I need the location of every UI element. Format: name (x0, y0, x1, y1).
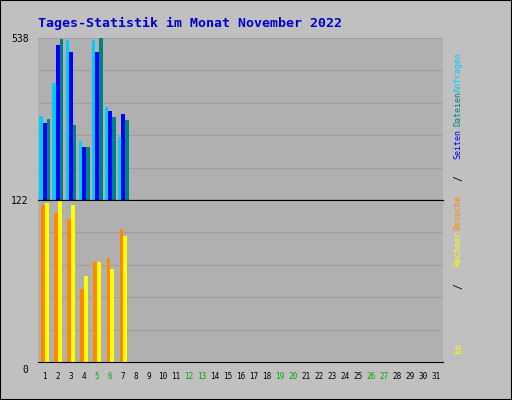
Text: /: / (453, 175, 463, 181)
Bar (94, 262, 97, 362)
Bar (97, 262, 101, 362)
Bar (110, 269, 114, 362)
Bar (41, 205, 45, 362)
Bar (58, 200, 61, 362)
Bar (121, 114, 125, 200)
Bar (104, 107, 109, 200)
Bar (60, 39, 63, 200)
Bar (92, 40, 95, 200)
Text: Dateien: Dateien (454, 90, 463, 126)
Bar (73, 125, 76, 200)
Text: Besuche: Besuche (454, 194, 463, 230)
Bar (54, 213, 58, 362)
Bar (109, 111, 112, 200)
Bar (95, 52, 99, 200)
Text: /: / (453, 283, 463, 289)
Bar (84, 276, 88, 362)
Bar (68, 218, 71, 362)
Text: Tages-Statistik im Monat November 2022: Tages-Statistik im Monat November 2022 (38, 17, 343, 30)
Bar (53, 82, 56, 200)
Bar (69, 52, 73, 200)
Bar (78, 141, 82, 200)
Text: 0: 0 (22, 365, 28, 375)
Bar (112, 117, 116, 200)
Bar (47, 119, 50, 200)
Text: kb: kb (454, 343, 463, 353)
Bar (120, 229, 123, 362)
Bar (123, 236, 127, 362)
Bar (39, 116, 43, 200)
Bar (86, 147, 90, 200)
Bar (106, 258, 110, 362)
Bar (45, 203, 49, 362)
Text: Seiten: Seiten (454, 129, 463, 159)
Bar (66, 40, 69, 200)
Bar (71, 205, 75, 362)
Text: Rechner: Rechner (454, 230, 463, 266)
Bar (99, 38, 102, 200)
Bar (82, 147, 86, 200)
Bar (80, 289, 84, 362)
Bar (56, 45, 60, 200)
Bar (125, 120, 129, 200)
Bar (43, 123, 47, 200)
Bar (118, 137, 121, 200)
Text: Anfragen: Anfragen (454, 52, 463, 92)
